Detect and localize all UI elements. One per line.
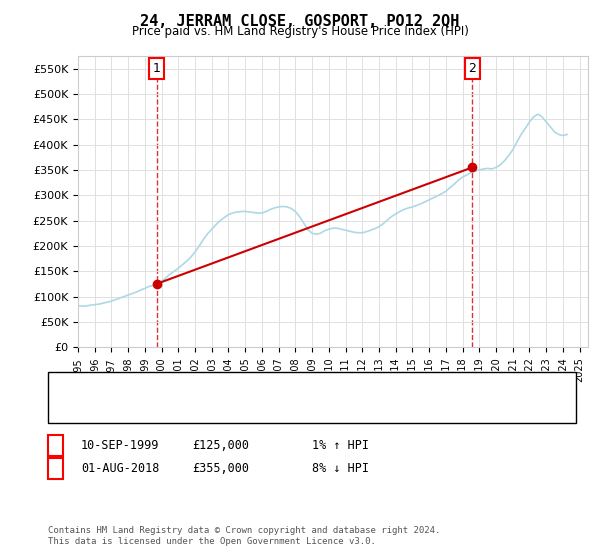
Text: £355,000: £355,000 xyxy=(192,461,249,475)
Text: 2: 2 xyxy=(52,461,59,475)
Text: HPI: Average price, detached house, Gosport: HPI: Average price, detached house, Gosp… xyxy=(111,397,380,407)
Text: 01-AUG-2018: 01-AUG-2018 xyxy=(81,461,160,475)
Text: 24, JERRAM CLOSE, GOSPORT, PO12 2QH: 24, JERRAM CLOSE, GOSPORT, PO12 2QH xyxy=(140,14,460,29)
Text: 2: 2 xyxy=(469,62,476,75)
Text: 1: 1 xyxy=(52,439,59,452)
Text: 10-SEP-1999: 10-SEP-1999 xyxy=(81,439,160,452)
Text: 24, JERRAM CLOSE, GOSPORT, PO12 2QH (detached house): 24, JERRAM CLOSE, GOSPORT, PO12 2QH (det… xyxy=(111,379,436,389)
Text: Contains HM Land Registry data © Crown copyright and database right 2024.
This d: Contains HM Land Registry data © Crown c… xyxy=(48,526,440,546)
Text: £125,000: £125,000 xyxy=(192,439,249,452)
Text: Price paid vs. HM Land Registry's House Price Index (HPI): Price paid vs. HM Land Registry's House … xyxy=(131,25,469,38)
Text: ——: —— xyxy=(72,393,92,411)
Text: 8% ↓ HPI: 8% ↓ HPI xyxy=(312,461,369,475)
Text: ——: —— xyxy=(72,375,92,393)
Text: 1: 1 xyxy=(152,62,161,75)
Text: 1% ↑ HPI: 1% ↑ HPI xyxy=(312,439,369,452)
